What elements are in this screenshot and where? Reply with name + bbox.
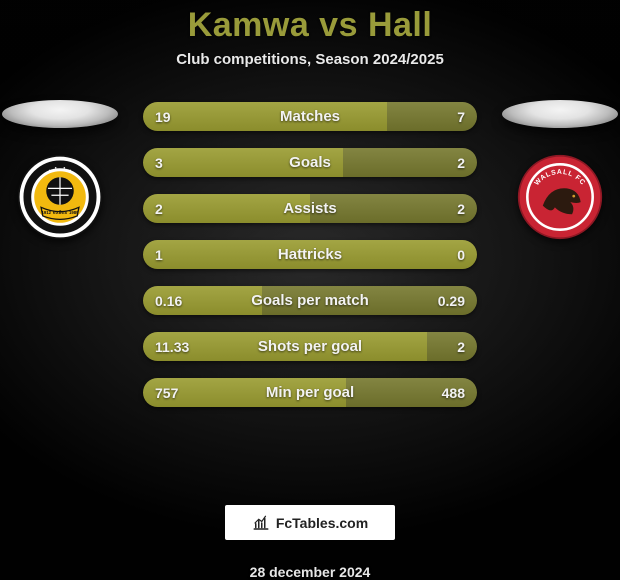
stat-bar-fill-right [387,102,477,131]
stat-bar-fill-left [143,378,346,407]
comparison-stage: exiles 1912 1989 [0,92,620,483]
pedestal-right [502,100,618,128]
stat-bar-fill-left [143,102,387,131]
stat-bar-fill-right [310,194,477,223]
stat-bar: Assists22 [143,194,477,223]
svg-text:1989: 1989 [69,210,79,215]
stat-bar-fill-right [427,332,477,361]
stat-bar: Min per goal757488 [143,378,477,407]
stat-bar: Matches197 [143,102,477,131]
page-subtitle: Club competitions, Season 2024/2025 [176,51,444,68]
club-left-logo: exiles 1912 1989 [17,154,103,240]
stat-bar-fill-left [143,332,427,361]
pedestal-left [2,100,118,128]
svg-text:1912: 1912 [41,210,51,215]
chart-icon [252,514,270,532]
content-wrapper: Kamwa vs Hall Club competitions, Season … [0,0,620,580]
stat-bar-fill-left [143,286,262,315]
stat-bar-fill-left [143,240,477,269]
stat-bar: Hattricks10 [143,240,477,269]
stat-bar-fill-right [262,286,477,315]
svg-text:exiles: exiles [53,210,67,216]
stat-bar-fill-right [343,148,477,177]
page-title: Kamwa vs Hall [188,6,433,45]
stat-bar-fill-left [143,194,310,223]
page-date: 28 december 2024 [250,564,371,580]
stat-bar-fill-left [143,148,343,177]
stat-bar: Goals32 [143,148,477,177]
stat-bar-fill-right [346,378,477,407]
club-right-logo: WALSALL FC [517,154,603,240]
stat-bars: Matches197 Goals32 Assists22 Hattricks10 Goa… [143,102,477,483]
club-left: exiles 1912 1989 [0,100,120,240]
footer-brand-badge: FcTables.com [225,505,395,540]
stat-bar: Goals per match0.160.29 [143,286,477,315]
footer-brand-text: FcTables.com [276,515,368,531]
stat-bar: Shots per goal11.332 [143,332,477,361]
club-right: WALSALL FC [500,100,620,240]
